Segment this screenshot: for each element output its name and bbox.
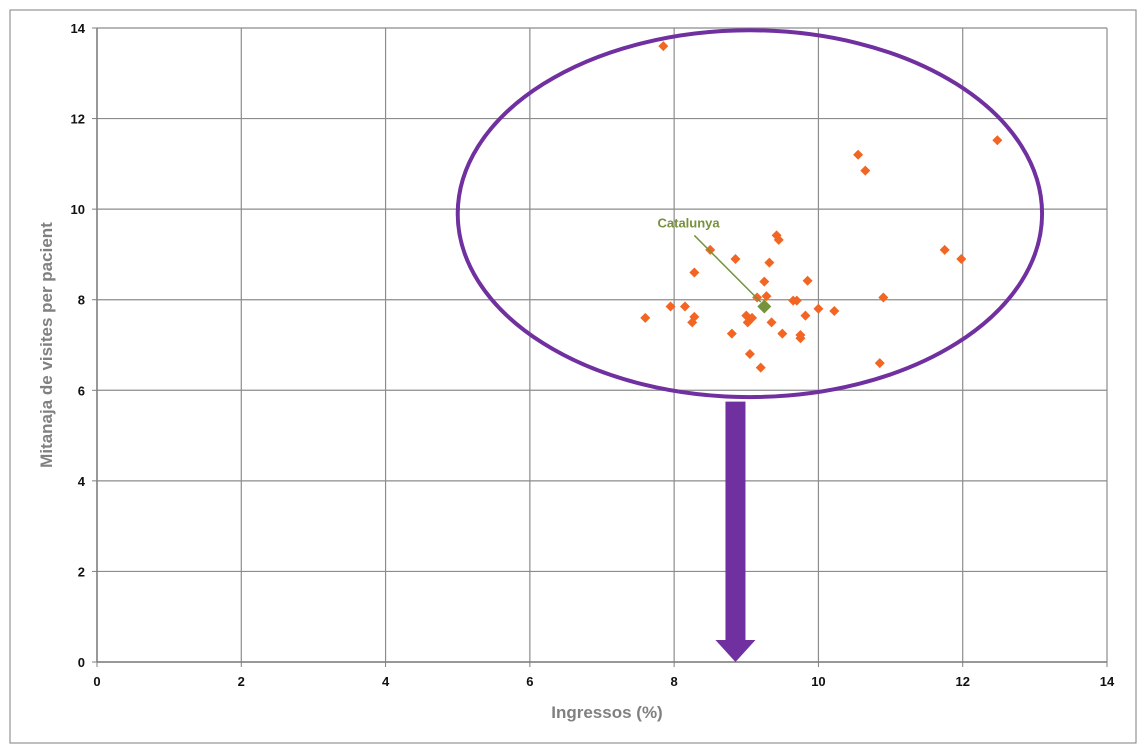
scatter-point xyxy=(658,41,669,52)
y-tick-label-4: 4 xyxy=(78,474,86,489)
x-tick-labels: 0 2 4 6 8 10 12 14 xyxy=(93,674,1115,689)
x-tick-label-2: 2 xyxy=(238,674,245,689)
scatter-point xyxy=(759,276,770,287)
x-tick-label-8: 8 xyxy=(671,674,678,689)
scatter-point xyxy=(860,165,871,176)
axes xyxy=(92,27,1108,667)
scatter-point xyxy=(689,267,700,278)
scatter-point xyxy=(689,311,700,322)
arrow-shaft xyxy=(725,401,746,640)
scatter-point xyxy=(773,234,784,245)
scatter-point xyxy=(956,253,967,264)
scatter-point xyxy=(813,303,824,314)
scatter-point xyxy=(747,312,758,323)
plot-area xyxy=(97,28,1107,662)
x-tick-label-12: 12 xyxy=(955,674,969,689)
grid-lines xyxy=(96,27,1108,663)
scatter-point xyxy=(761,291,772,302)
scatter-point xyxy=(730,253,741,264)
y-tick-labels: 0 2 4 6 8 10 12 14 xyxy=(71,21,86,670)
highlight-point xyxy=(757,299,772,314)
x-tick-label-10: 10 xyxy=(811,674,825,689)
x-axis-title: Ingressos (%) xyxy=(551,703,662,722)
scatter-point xyxy=(755,362,766,373)
y-tick-label-12: 12 xyxy=(71,112,85,127)
scatter-point xyxy=(802,275,813,286)
y-axis-title: Mitanaja de visites per pacient xyxy=(37,222,56,468)
scatter-point xyxy=(853,149,864,160)
y-tick-label-6: 6 xyxy=(78,383,85,398)
scatter-point xyxy=(726,328,737,339)
y-tick-label-2: 2 xyxy=(78,564,85,579)
scatter-point xyxy=(705,244,716,255)
y-tick-label-14: 14 xyxy=(71,21,86,36)
y-tick-label-10: 10 xyxy=(71,202,85,217)
scatter-point xyxy=(679,301,690,312)
annotations: Catalunya xyxy=(658,215,762,303)
x-tick-label-0: 0 xyxy=(93,674,100,689)
y-tick-label-0: 0 xyxy=(78,655,85,670)
scatter-point xyxy=(766,317,777,328)
scatter-point xyxy=(800,310,811,321)
x-tick-label-4: 4 xyxy=(382,674,390,689)
scatter-point xyxy=(665,301,676,312)
scatter-point xyxy=(764,257,775,268)
scatter-point xyxy=(829,306,840,317)
highlight-overlay xyxy=(455,28,1045,662)
scatter-point xyxy=(777,328,788,339)
scatter-point xyxy=(878,292,889,303)
scatter-point xyxy=(795,330,806,341)
scatter-point xyxy=(640,312,651,323)
annotation-leader-line xyxy=(693,234,762,303)
scatter-point xyxy=(992,135,1003,146)
scatter-point xyxy=(939,244,950,255)
y-tick-label-8: 8 xyxy=(78,293,85,308)
scatter-point xyxy=(744,349,755,360)
annotation-label: Catalunya xyxy=(658,215,721,230)
scatter-point xyxy=(791,295,802,306)
x-tick-label-6: 6 xyxy=(526,674,533,689)
highlight-ellipse xyxy=(455,28,1045,400)
scatter-point xyxy=(874,358,885,369)
x-tick-label-14: 14 xyxy=(1100,674,1115,689)
arrow-head xyxy=(715,640,756,662)
